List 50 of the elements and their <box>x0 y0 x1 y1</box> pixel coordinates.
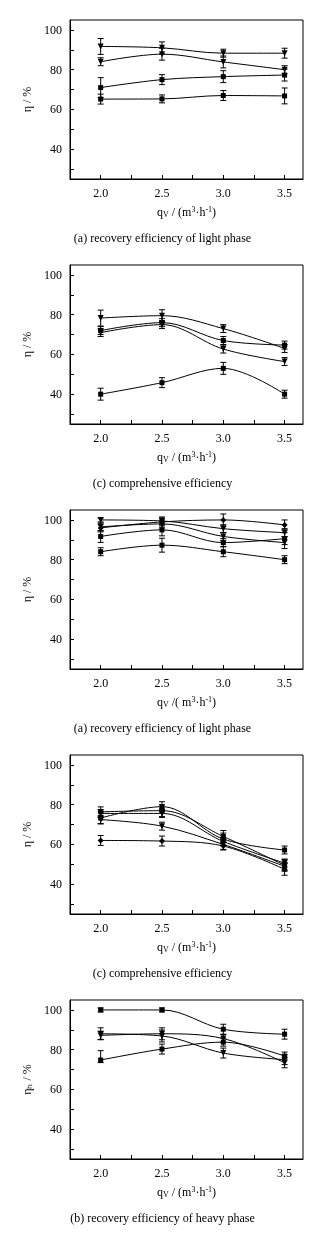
y-tick-label: 60 <box>50 347 62 362</box>
x-tick-label: 2.5 <box>154 186 170 200</box>
x-tick-label: 3.0 <box>215 431 231 445</box>
y-tick-label: 60 <box>50 592 62 607</box>
y-tick-label: 80 <box>50 62 62 77</box>
text: (a) recovery efficiency of light phase <box>73 721 252 735</box>
y-tick-label: 80 <box>50 797 62 812</box>
x-tick-label: 3.0 <box>215 921 231 935</box>
y-tick-label: 40 <box>50 877 62 892</box>
y-axis-title: η / % <box>20 331 35 358</box>
x-tick-label: 3.0 <box>215 1166 231 1180</box>
x-tick-label: 2.5 <box>154 431 170 445</box>
x-tick-label: 2.0 <box>93 186 109 200</box>
y-tick-label: 100 <box>44 267 62 282</box>
y-tick-label: 100 <box>44 512 62 527</box>
y-tick-label: 100 <box>44 22 62 37</box>
text: (b) recovery efficiency of heavy phase <box>70 1211 255 1225</box>
text: (c) comprehensive efficiency <box>92 966 233 980</box>
y-tick-label: 100 <box>44 757 62 772</box>
x-tick-label: 3.0 <box>215 676 231 690</box>
y-tick-label: 100 <box>44 1002 62 1017</box>
x-tick-label: 3.5 <box>277 1166 293 1180</box>
x-tick-label: 2.0 <box>93 1166 109 1180</box>
y-axis-title: η / % <box>20 576 35 603</box>
text: (c) comprehensive efficiency <box>92 476 233 490</box>
x-tick-label: 3.5 <box>277 676 293 690</box>
y-tick-label: 80 <box>50 1042 62 1057</box>
y-tick-label: 80 <box>50 307 62 322</box>
text: (a) recovery efficiency of light phase <box>73 231 252 245</box>
y-tick-label: 40 <box>50 142 62 157</box>
y-axis-title: η / % <box>20 821 35 848</box>
y-axis-title: ηₕ / % <box>20 1064 35 1095</box>
x-tick-label: 2.5 <box>154 1166 170 1180</box>
x-tick-label: 2.0 <box>93 921 109 935</box>
x-tick-label: 2.5 <box>154 676 170 690</box>
y-tick-label: 40 <box>50 632 62 647</box>
x-tick-label: 3.5 <box>277 431 293 445</box>
x-tick-label: 3.5 <box>277 186 293 200</box>
y-tick-label: 40 <box>50 1122 62 1137</box>
y-tick-label: 60 <box>50 1082 62 1097</box>
x-tick-label: 2.0 <box>93 676 109 690</box>
y-axis-title: η / % <box>20 86 35 113</box>
x-tick-label: 3.5 <box>277 921 293 935</box>
x-tick-label: 3.0 <box>215 186 231 200</box>
x-tick-label: 2.0 <box>93 431 109 445</box>
y-tick-label: 60 <box>50 837 62 852</box>
y-tick-label: 60 <box>50 102 62 117</box>
y-tick-label: 80 <box>50 552 62 567</box>
y-tick-label: 40 <box>50 387 62 402</box>
x-tick-label: 2.5 <box>154 921 170 935</box>
